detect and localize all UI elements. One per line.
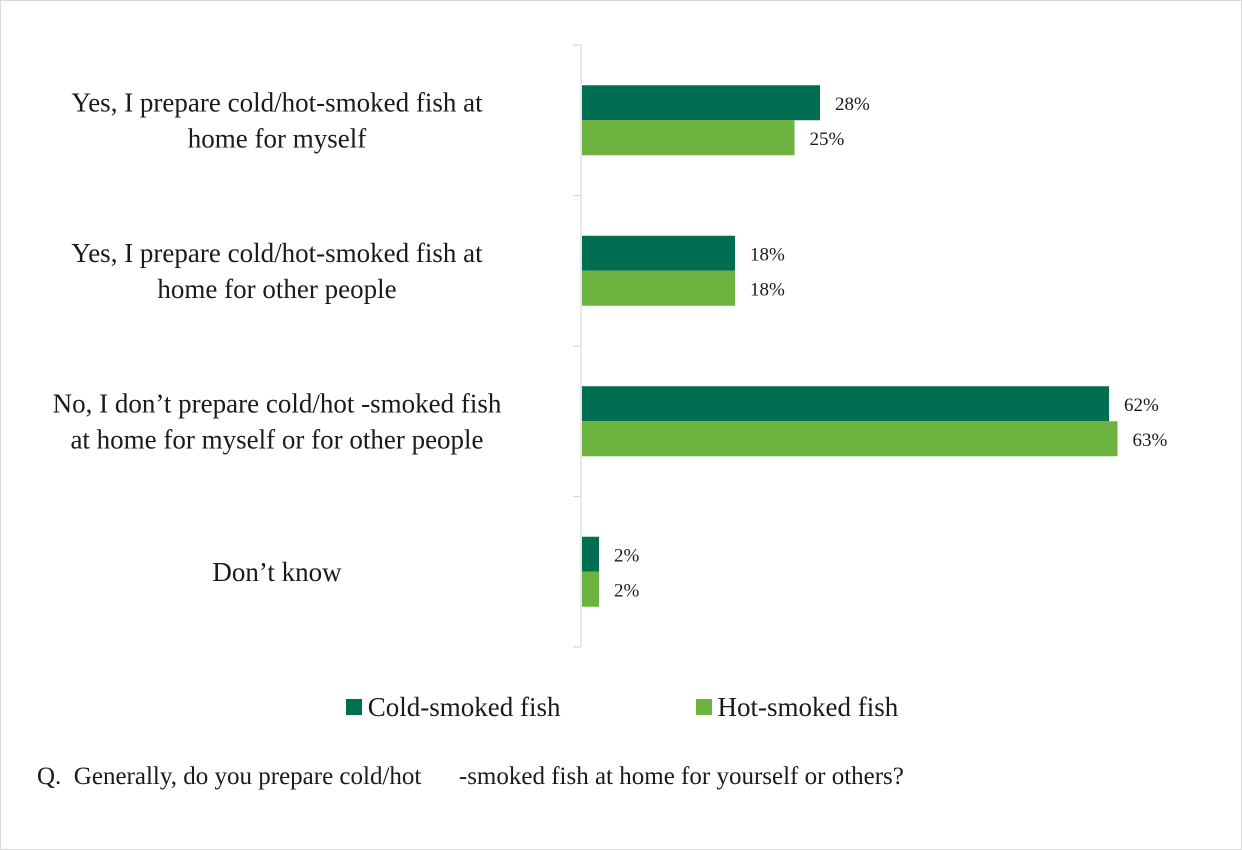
legend-swatch-hot-smoked [695,699,712,715]
bar-hot-smoked [582,120,795,156]
data-label: 18% [750,279,785,300]
legend-label-hot-smoked: Hot-smoked fish [717,691,899,722]
category-label: home for other people [157,274,396,304]
bar-cold-smoked [582,386,1109,422]
category-label: Yes, I prepare cold/hot-smoked fish at [71,87,483,117]
category-label: at home for myself or for other people [70,424,483,454]
legend: Cold-smoked fish Hot-smoked fish [1,687,1242,727]
legend-item-hot-smoked: Hot-smoked fish [695,691,899,723]
bar-chart: Yes, I prepare cold/hot-smoked fish at ho… [53,44,1168,648]
legend-label-cold-smoked: Cold-smoked fish [367,691,561,722]
bar-hot-smoked [582,571,599,607]
bar-cold-smoked [582,536,599,572]
bar-hot-smoked [582,421,1118,457]
bar-cold-smoked [582,85,820,121]
legend-item-cold-smoked: Cold-smoked fish [345,691,561,723]
legend-swatch-cold-smoked [345,699,362,715]
data-label: 2% [614,545,640,566]
category-label: No, I don’t prepare cold/hot -smoked fis… [53,388,502,418]
data-label: 2% [614,580,640,601]
category-label: Don’t know [212,557,342,587]
bar-cold-smoked [582,235,735,271]
data-label: 63% [1133,430,1168,451]
data-label: 18% [750,244,785,265]
survey-question: Q. Generally, do you prepare cold/hot -s… [37,763,904,790]
category-label: home for myself [188,123,366,153]
data-label: 25% [810,129,845,150]
data-label: 28% [835,94,870,115]
category-label: Yes, I prepare cold/hot-smoked fish at [71,238,483,268]
bar-hot-smoked [582,270,735,306]
data-label: 62% [1124,395,1159,416]
